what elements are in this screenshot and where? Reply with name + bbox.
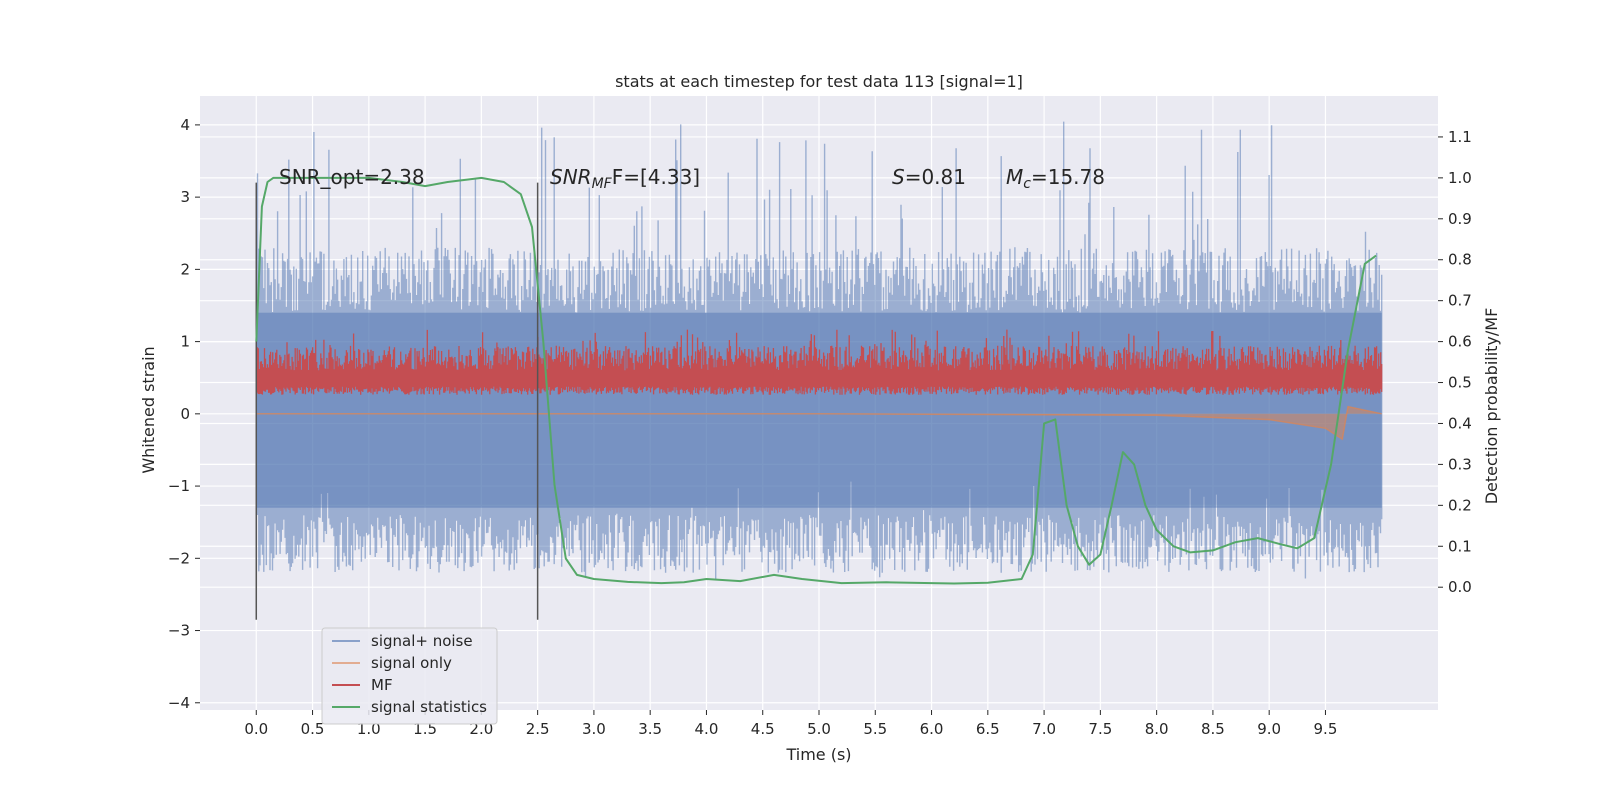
- x-tick-label-10: 5.0: [807, 720, 831, 738]
- x-tick-label-9: 4.5: [751, 720, 775, 738]
- signal-statistics-series: [255, 176, 1377, 585]
- y-tick-label-3: −1: [168, 477, 190, 495]
- x-tick-label-5: 2.5: [526, 720, 550, 738]
- signal-only-series: [256, 405, 1382, 441]
- x-tick-label-1: 0.5: [301, 720, 325, 738]
- signal-noise-series: [255, 121, 1383, 580]
- x-tick-label-14: 7.0: [1032, 720, 1056, 738]
- x-tick-label-7: 3.5: [638, 720, 662, 738]
- y-right-tick-label-5: 0.5: [1448, 374, 1472, 392]
- signal-only-line: [256, 405, 1382, 441]
- x-tick-label-18: 9.0: [1257, 720, 1281, 738]
- y-tick-label-6: 2: [180, 260, 190, 278]
- y-right-tick-labels: 0.0 0.1 0.2 0.3 0.4 0.5 0.6 0.7 0.8 0.9 1.0 1.1: [1438, 128, 1472, 596]
- y-right-tick-label-4: 0.4: [1448, 414, 1472, 432]
- legend-label-mf: MF: [371, 676, 393, 694]
- x-tick-label-19: 9.5: [1314, 720, 1338, 738]
- x-tick-label-15: 7.5: [1088, 720, 1112, 738]
- y-tick-label-5: 1: [180, 333, 190, 351]
- y-tick-label-2: −2: [168, 549, 190, 567]
- x-tick-label-11: 5.5: [863, 720, 887, 738]
- x-tick-label-6: 3.0: [582, 720, 606, 738]
- y-right-tick-label-8: 0.8: [1448, 251, 1472, 269]
- x-tick-label-12: 6.0: [920, 720, 944, 738]
- legend-label-signal-statistics: signal statistics: [371, 698, 487, 716]
- y-tick-label-4: 0: [180, 405, 190, 423]
- x-axis-label: Time (s): [785, 745, 851, 764]
- y-right-tick-label-0: 0.0: [1448, 578, 1472, 596]
- y-tick-label-0: −4: [168, 694, 190, 712]
- y-right-tick-label-7: 0.7: [1448, 292, 1472, 310]
- x-tick-label-13: 6.5: [976, 720, 1000, 738]
- y-axis-label: Whitened strain: [139, 346, 158, 473]
- x-tick-label-17: 8.5: [1201, 720, 1225, 738]
- y-right-tick-label-2: 0.2: [1448, 496, 1472, 514]
- annotation-s-value: S=0.81: [892, 165, 966, 189]
- x-tick-labels: 0.0 0.5 1.0 1.5 2.0 2.5 3.0 3.5 4.0 4.5 5.0 5.5 6.0 6…: [244, 710, 1337, 738]
- y-right-tick-label-3: 0.3: [1448, 455, 1472, 473]
- legend: signal+ noise signal only MF signal stat…: [321, 627, 498, 725]
- signal-statistics-line: [255, 176, 1377, 585]
- y-right-axis-label: Detection probability/MF: [1482, 308, 1501, 505]
- chart-title: stats at each timestep for test data 113…: [615, 72, 1023, 91]
- y-right-tick-label-9: 0.9: [1448, 210, 1472, 228]
- y-right-tick-label-11: 1.1: [1448, 128, 1472, 146]
- annotation-snr-mf: SNRMFF=[4.33]: [550, 165, 700, 192]
- legend-label-signal-noise: signal+ noise: [371, 632, 473, 650]
- y-right-tick-label-6: 0.6: [1448, 333, 1472, 351]
- y-tick-label-8: 4: [180, 116, 190, 134]
- x-tick-label-0: 0.0: [244, 720, 268, 738]
- signal-noise-core: [256, 312, 1382, 508]
- annotation-snr-opt: SNR_opt=2.38: [279, 165, 425, 189]
- y-tick-label-7: 3: [180, 188, 190, 206]
- y-tick-label-1: −3: [168, 622, 190, 640]
- annotation-mc-value: Mc=15.78: [1006, 165, 1105, 192]
- legend-box: [321, 627, 498, 725]
- y-right-tick-label-1: 0.1: [1448, 537, 1472, 555]
- x-tick-label-8: 4.0: [695, 720, 719, 738]
- x-tick-label-16: 8.0: [1145, 720, 1169, 738]
- vertical-markers: [255, 182, 539, 620]
- y-right-tick-label-10: 1.0: [1448, 169, 1472, 187]
- y-tick-labels: −4 −3 −2 −1 0 1 2 3 4: [168, 116, 200, 712]
- legend-label-signal-only: signal only: [371, 654, 452, 672]
